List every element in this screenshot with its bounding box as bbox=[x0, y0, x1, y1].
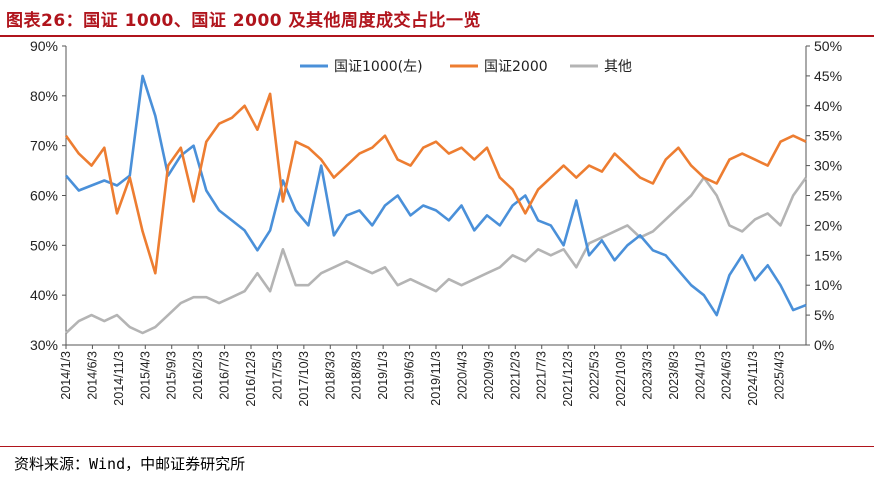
x-tick-label: 2022/10/3 bbox=[614, 351, 628, 407]
x-tick-label: 2015/9/3 bbox=[165, 351, 179, 400]
x-tick-label: 2014/1/3 bbox=[59, 351, 73, 400]
x-tick-label: 2023/8/3 bbox=[667, 351, 681, 400]
right-tick-label: 35% bbox=[814, 128, 842, 144]
right-tick-label: 25% bbox=[814, 188, 842, 204]
x-tick-label: 2024/11/3 bbox=[746, 351, 760, 406]
left-tick-label: 30% bbox=[30, 337, 58, 353]
x-tick-label: 2019/11/3 bbox=[429, 351, 443, 406]
x-tick-label: 2025/4/3 bbox=[773, 351, 787, 400]
x-tick-label: 2020/9/3 bbox=[482, 351, 496, 400]
series-line-0 bbox=[65, 74, 807, 317]
chart-axes: 30% 40% 50% 60% 70% 80% 90% 0% 5% 10% 15% 20% 25% 30%… bbox=[30, 38, 842, 407]
title-divider bbox=[0, 35, 874, 37]
x-tick-label: 2021/12/3 bbox=[561, 351, 575, 407]
legend-label-0: 国证1000(左) bbox=[334, 59, 423, 75]
x-tick-label: 2014/11/3 bbox=[112, 351, 126, 406]
legend-label-1: 国证2000 bbox=[484, 59, 548, 75]
x-tick-label: 2016/12/3 bbox=[244, 351, 258, 407]
left-tick-label: 90% bbox=[30, 38, 58, 54]
x-tick-label: 2020/4/3 bbox=[455, 351, 469, 400]
x-tick-label: 2022/5/3 bbox=[588, 351, 602, 400]
line-chart: 30% 40% 50% 60% 70% 80% 90% 0% 5% 10% 15% 20% 25% 30%… bbox=[30, 38, 842, 407]
right-tick-label: 50% bbox=[814, 38, 842, 54]
left-tick-label: 40% bbox=[30, 287, 58, 303]
x-tick-label: 2024/6/3 bbox=[720, 351, 734, 400]
legend-label-2: 其他 bbox=[604, 59, 632, 75]
right-tick-label: 30% bbox=[814, 158, 842, 174]
x-tick-label: 2023/3/3 bbox=[640, 351, 654, 400]
x-tick-label: 2024/1/3 bbox=[693, 351, 707, 400]
right-tick-label: 45% bbox=[814, 68, 842, 84]
right-tick-label: 5% bbox=[814, 307, 834, 323]
x-tick-label: 2021/7/3 bbox=[535, 351, 549, 400]
footer-divider bbox=[0, 446, 874, 447]
left-tick-label: 50% bbox=[30, 237, 58, 253]
x-tick-label: 2014/6/3 bbox=[85, 351, 99, 400]
x-tick-label: 2017/5/3 bbox=[270, 351, 284, 400]
chart-series bbox=[64, 74, 808, 335]
chart-legend: 国证1000(左) 国证2000 其他 bbox=[300, 59, 632, 75]
source-note: 资料来源：Wind，中邮证券研究所 bbox=[14, 455, 246, 473]
chart-title: 图表26：国证 1000、国证 2000 及其他周度成交占比一览 bbox=[6, 11, 482, 31]
series-line-2 bbox=[65, 176, 808, 335]
x-tick-label: 2016/2/3 bbox=[191, 351, 205, 400]
series-line-1 bbox=[64, 92, 807, 275]
left-tick-label: 60% bbox=[30, 188, 58, 204]
x-tick-label: 2021/2/3 bbox=[508, 351, 522, 400]
x-tick-label: 2019/1/3 bbox=[376, 351, 390, 400]
right-tick-label: 10% bbox=[814, 277, 842, 293]
x-tick-label: 2019/6/3 bbox=[403, 351, 417, 400]
left-tick-label: 70% bbox=[30, 138, 58, 154]
x-tick-label: 2015/4/3 bbox=[138, 351, 152, 400]
right-tick-label: 0% bbox=[814, 337, 834, 353]
left-tick-label: 80% bbox=[30, 88, 58, 104]
x-tick-label: 2017/10/3 bbox=[297, 351, 311, 407]
x-tick-label: 2018/3/3 bbox=[323, 351, 337, 400]
right-tick-label: 40% bbox=[814, 98, 842, 114]
right-tick-label: 20% bbox=[814, 217, 842, 233]
right-tick-label: 15% bbox=[814, 247, 842, 263]
x-tick-label: 2018/8/3 bbox=[350, 351, 364, 400]
x-tick-label: 2016/7/3 bbox=[218, 351, 232, 400]
